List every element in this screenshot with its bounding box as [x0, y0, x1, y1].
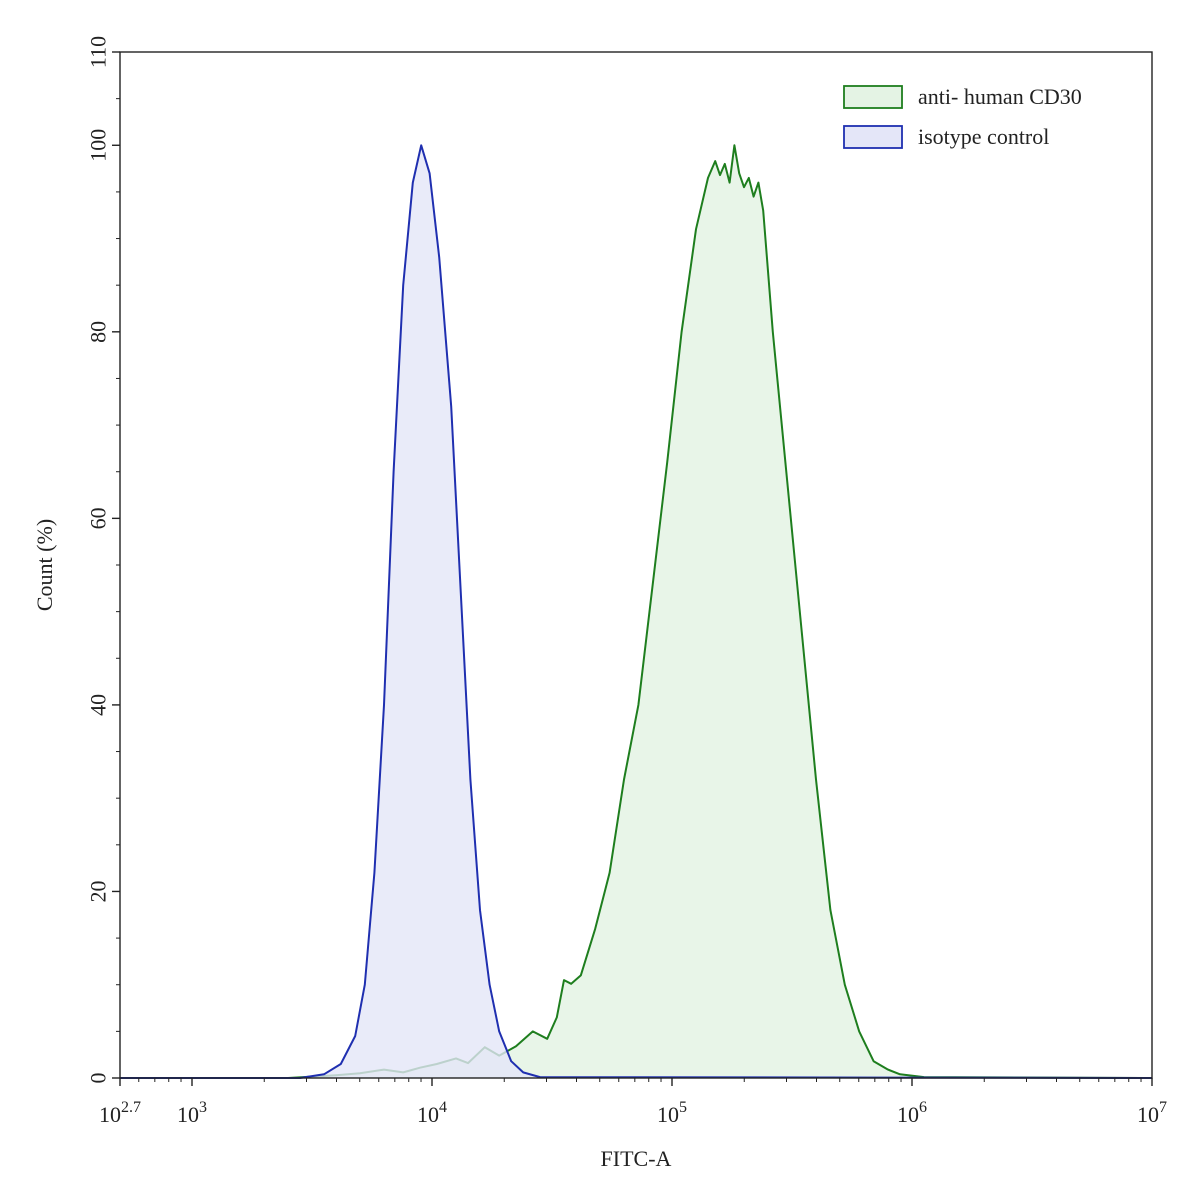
x-tick-label: 106: [897, 1099, 927, 1127]
series-line-isotype-control: [120, 144, 1153, 1079]
x-axis-title: FITC-A: [601, 1146, 672, 1171]
y-tick-label: 80: [86, 321, 111, 343]
y-tick-label: 110: [86, 36, 111, 68]
legend-swatch: [843, 125, 903, 149]
y-tick-label: 40: [86, 694, 111, 716]
y-axis-title: Count (%): [32, 519, 57, 611]
series-area-anti-human-cd30: [120, 145, 1152, 1079]
x-tick-label: 105: [657, 1099, 687, 1127]
series-area-isotype-control: [120, 145, 1152, 1079]
y-tick-label: 100: [86, 129, 111, 162]
x-tick-label: 102.7: [99, 1099, 141, 1127]
legend: anti- human CD30 isotype control: [843, 84, 1082, 149]
legend-label: anti- human CD30: [918, 84, 1082, 109]
legend-swatch: [843, 85, 903, 109]
legend-label: isotype control: [918, 124, 1049, 149]
series-layer: [120, 144, 1153, 1079]
x-axis: 102.7 103 104 105 106 107: [99, 1078, 1167, 1127]
x-tick-label: 103: [177, 1099, 207, 1127]
y-tick-label: 60: [86, 507, 111, 529]
y-tick-label: 0: [86, 1073, 111, 1084]
y-axis: 0 20 40 60 80 100 110: [86, 36, 120, 1084]
x-tick-label: 107: [1137, 1099, 1167, 1127]
x-tick-label: 104: [417, 1099, 447, 1127]
y-tick-label: 20: [86, 880, 111, 902]
